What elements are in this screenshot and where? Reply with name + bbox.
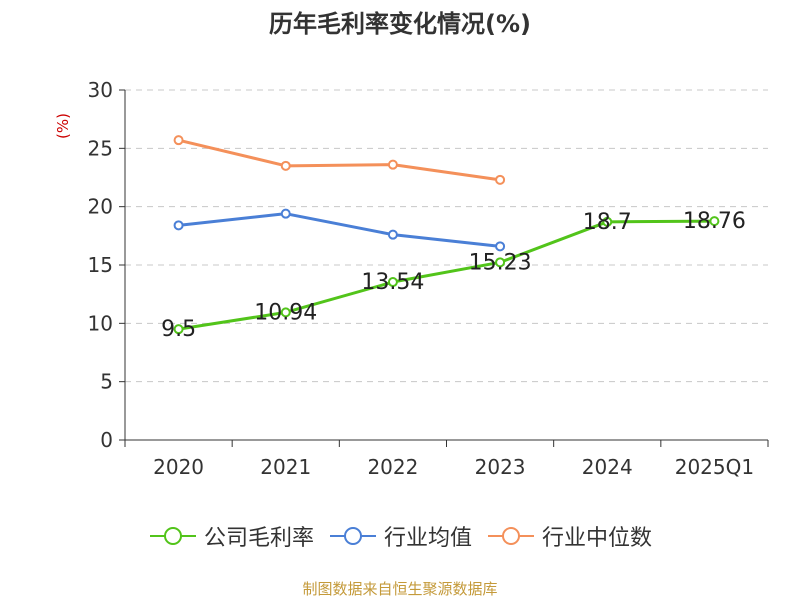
data-point[interactable]	[495, 174, 506, 185]
chart-legend: 公司毛利率 行业均值 行业中位数	[0, 520, 800, 552]
data-point[interactable]	[709, 216, 720, 227]
legend-line-circle-icon	[329, 527, 376, 545]
y-axis-label: (%)	[54, 113, 72, 139]
series-line-2	[178, 138, 501, 182]
legend-item-industry-mean[interactable]: 行业均值	[328, 520, 472, 552]
data-point[interactable]	[173, 324, 184, 335]
data-point[interactable]	[280, 208, 291, 219]
legend-item-industry-median[interactable]: 行业中位数	[486, 520, 652, 552]
y-tick-label: 20	[88, 195, 113, 219]
y-tick-label: 25	[88, 136, 113, 160]
legend-line-circle-icon	[149, 527, 196, 545]
y-tick-label: 15	[88, 253, 113, 277]
data-label: 15.23	[469, 250, 532, 275]
y-tick-label: 5	[100, 370, 113, 394]
grid-lines	[125, 89, 768, 383]
x-tick-label: 2025Q1	[675, 455, 754, 479]
data-label: 18.76	[683, 209, 746, 234]
data-point[interactable]	[387, 229, 398, 240]
axes: 0 5 10 15 20 25 30 2020 2021 2022 2023 2024 2025Q1	[88, 78, 769, 479]
x-tick-label: 2021	[260, 455, 311, 479]
x-tick-label: 2024	[582, 455, 633, 479]
x-tick-label: 2023	[475, 455, 526, 479]
data-source-note: 制图数据来自恒生聚源数据库	[302, 580, 498, 598]
legend-label-industry-mean: 行业均值	[383, 526, 472, 551]
data-point[interactable]	[387, 159, 398, 170]
series-line-1	[178, 212, 501, 248]
data-point[interactable]	[173, 220, 184, 231]
legend-line-circle-icon	[488, 527, 534, 545]
x-tick-label: 2022	[367, 455, 418, 479]
data-labels: 9.5 10.94 13.54 15.23 18.7 18.76	[161, 209, 746, 342]
data-point[interactable]	[280, 160, 291, 171]
data-label: 9.5	[161, 317, 196, 342]
legend-label-industry-median: 行业中位数	[542, 526, 653, 551]
data-point[interactable]	[495, 257, 506, 268]
data-label: 10.94	[254, 300, 317, 325]
series-lines	[173, 135, 720, 335]
y-tick-label: 30	[88, 78, 113, 102]
y-tick-label: 10	[88, 311, 113, 335]
data-point[interactable]	[495, 241, 506, 252]
legend-label-company: 公司毛利率	[203, 526, 314, 551]
legend-item-company[interactable]: 公司毛利率	[148, 520, 314, 552]
x-tick-label: 2020	[153, 455, 204, 479]
chart-title: 历年毛利率变化情况(%)	[269, 10, 531, 38]
series-line-0	[178, 219, 715, 331]
data-point[interactable]	[280, 307, 291, 318]
data-point[interactable]	[173, 135, 184, 146]
data-label: 13.54	[361, 270, 424, 295]
y-tick-label: 0	[100, 428, 113, 452]
data-label: 18.7	[583, 210, 632, 235]
data-point[interactable]	[387, 277, 398, 288]
data-point[interactable]	[602, 216, 613, 227]
